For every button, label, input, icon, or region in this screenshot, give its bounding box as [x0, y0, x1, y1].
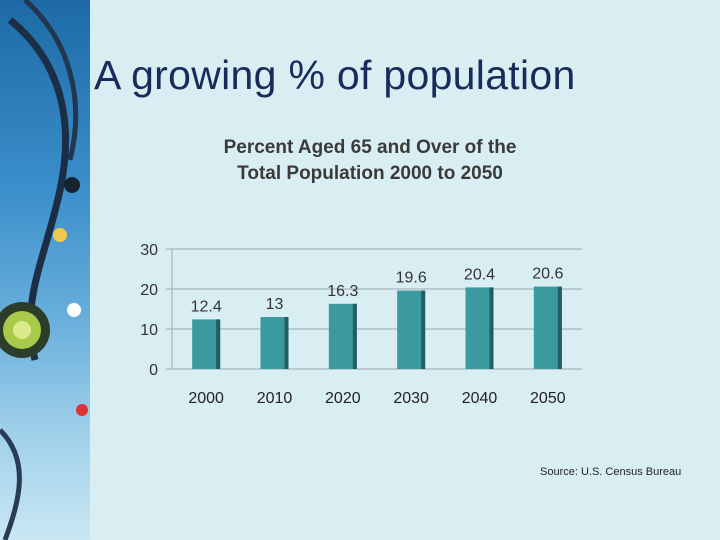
- chart-container: 0 10 20 30 12.4 2000 13 2010 16.3 2020 19.6 2030 20.…: [120, 125, 620, 425]
- x-tick-label: 2040: [462, 390, 498, 407]
- y-tick-label: 10: [140, 322, 158, 339]
- y-tick-label: 0: [149, 362, 158, 379]
- bar-shadow: [557, 286, 562, 369]
- y-tick-label: 20: [140, 282, 158, 299]
- bar-shadow: [352, 303, 357, 369]
- x-tick-label: 2020: [325, 390, 361, 407]
- bar-chart: 010203012.4200013201016.3202019.6203020.…: [140, 242, 582, 407]
- data-label: 16.3: [327, 283, 358, 300]
- bar: [397, 290, 426, 369]
- bar: [533, 286, 562, 369]
- x-tick-label: 2050: [530, 390, 566, 407]
- stethoscope-decoration: [0, 0, 88, 540]
- bar: [260, 317, 289, 369]
- chart-title: Percent Aged 65 and Over of the Total Po…: [120, 135, 620, 187]
- bar-shadow: [216, 319, 221, 369]
- x-tick-label: 2030: [393, 390, 429, 407]
- bar-shadow: [421, 290, 426, 369]
- data-label: 13: [266, 296, 284, 313]
- left-decorative-panel: [0, 0, 90, 540]
- bar: [465, 287, 494, 369]
- data-label: 12.4: [191, 298, 222, 315]
- source-note: Source: U.S. Census Bureau: [540, 466, 682, 478]
- chart-title-line-1: Percent Aged 65 and Over of the: [223, 137, 517, 158]
- x-tick-label: 2000: [188, 390, 224, 407]
- bar-shadow: [284, 317, 289, 369]
- chart-title-line-2: Total Population 2000 to 2050: [237, 163, 503, 184]
- y-tick-label: 30: [140, 242, 158, 259]
- data-label: 20.6: [532, 266, 563, 283]
- slide-title: A growing % of population: [94, 52, 576, 98]
- bar: [192, 319, 221, 369]
- bar-shadow: [489, 287, 494, 369]
- bar: [328, 303, 357, 369]
- data-label: 20.4: [464, 266, 495, 283]
- x-tick-label: 2010: [257, 390, 293, 407]
- data-label: 19.6: [396, 270, 427, 287]
